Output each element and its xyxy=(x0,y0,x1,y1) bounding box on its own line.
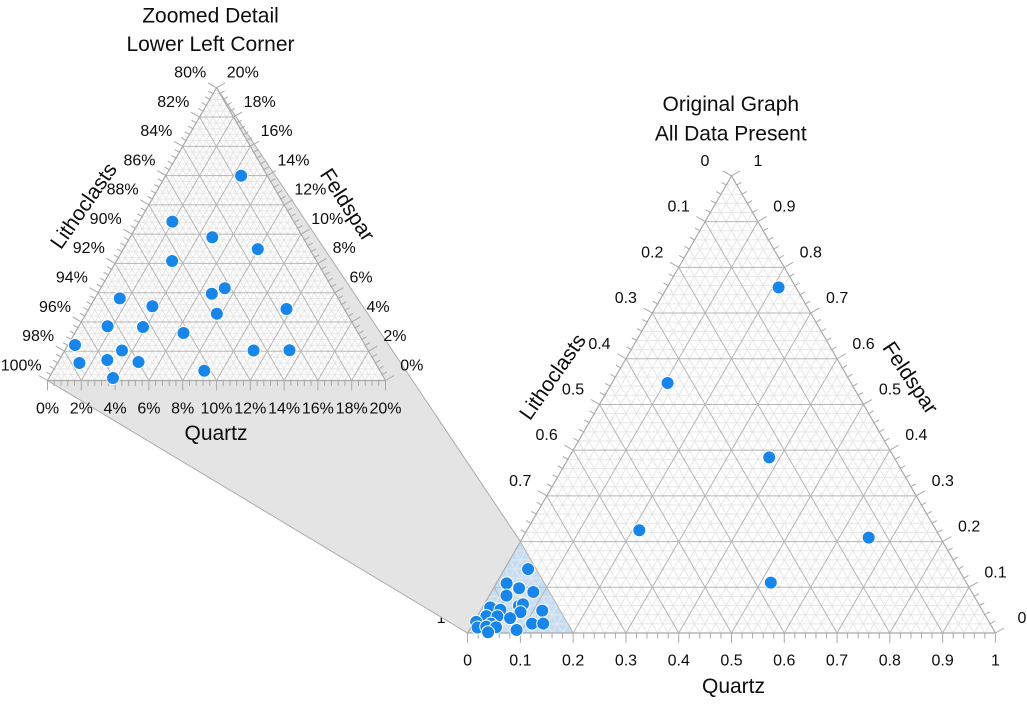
svg-text:All Data Present: All Data Present xyxy=(655,123,807,146)
svg-text:0.8: 0.8 xyxy=(879,653,901,670)
svg-text:2%: 2% xyxy=(70,401,93,418)
svg-text:0: 0 xyxy=(701,153,710,170)
svg-text:6%: 6% xyxy=(350,269,373,286)
svg-text:0.1: 0.1 xyxy=(509,653,531,670)
svg-text:0.6: 0.6 xyxy=(852,336,874,353)
svg-text:0.5: 0.5 xyxy=(879,381,901,398)
svg-text:0.8: 0.8 xyxy=(800,244,822,261)
svg-text:0.7: 0.7 xyxy=(509,473,531,490)
svg-text:80%: 80% xyxy=(174,65,206,82)
svg-text:0.9: 0.9 xyxy=(931,653,953,670)
svg-text:0%: 0% xyxy=(36,401,59,418)
svg-text:0.5: 0.5 xyxy=(562,381,584,398)
svg-text:0.4: 0.4 xyxy=(588,336,610,353)
svg-text:98%: 98% xyxy=(22,328,54,345)
svg-text:10%: 10% xyxy=(311,211,343,228)
svg-text:0.9: 0.9 xyxy=(773,199,795,216)
svg-text:0.7: 0.7 xyxy=(826,653,848,670)
svg-text:82%: 82% xyxy=(157,94,189,111)
svg-text:12%: 12% xyxy=(294,182,326,199)
svg-text:0.3: 0.3 xyxy=(615,653,637,670)
svg-text:0.3: 0.3 xyxy=(932,473,954,490)
svg-text:20%: 20% xyxy=(369,401,401,418)
svg-text:16%: 16% xyxy=(261,123,293,140)
svg-text:92%: 92% xyxy=(73,240,105,257)
svg-text:6%: 6% xyxy=(137,401,160,418)
svg-text:0.4: 0.4 xyxy=(905,427,927,444)
svg-text:1: 1 xyxy=(754,153,763,170)
svg-text:0.6: 0.6 xyxy=(536,427,558,444)
svg-text:86%: 86% xyxy=(123,152,155,169)
svg-text:0.3: 0.3 xyxy=(615,290,637,307)
svg-text:10%: 10% xyxy=(200,401,232,418)
svg-text:0: 0 xyxy=(463,653,472,670)
svg-text:0.1: 0.1 xyxy=(984,564,1006,581)
svg-text:12%: 12% xyxy=(234,401,266,418)
svg-text:20%: 20% xyxy=(227,65,259,82)
svg-text:94%: 94% xyxy=(56,269,88,286)
svg-text:96%: 96% xyxy=(39,299,71,316)
svg-text:84%: 84% xyxy=(140,123,172,140)
svg-text:0: 0 xyxy=(1017,610,1026,627)
svg-text:1: 1 xyxy=(437,610,446,627)
svg-text:0.4: 0.4 xyxy=(668,653,690,670)
svg-text:2%: 2% xyxy=(383,328,406,345)
svg-text:8%: 8% xyxy=(333,240,356,257)
svg-text:90%: 90% xyxy=(90,211,122,228)
svg-text:Quartz: Quartz xyxy=(184,422,247,445)
svg-text:8%: 8% xyxy=(171,401,194,418)
svg-text:0.2: 0.2 xyxy=(958,519,980,536)
svg-text:18%: 18% xyxy=(244,94,276,111)
svg-text:0.6: 0.6 xyxy=(773,653,795,670)
svg-text:88%: 88% xyxy=(107,182,139,199)
svg-text:Lower Left Corner: Lower Left Corner xyxy=(126,33,294,56)
svg-text:1: 1 xyxy=(991,653,1000,670)
svg-text:0.2: 0.2 xyxy=(562,653,584,670)
svg-text:0.1: 0.1 xyxy=(667,199,689,216)
svg-text:100%: 100% xyxy=(1,357,42,374)
svg-text:Original Graph: Original Graph xyxy=(663,93,800,116)
svg-text:0.7: 0.7 xyxy=(826,290,848,307)
svg-text:14%: 14% xyxy=(277,152,309,169)
svg-text:0.2: 0.2 xyxy=(641,244,663,261)
svg-text:Zoomed Detail: Zoomed Detail xyxy=(142,5,279,28)
svg-text:18%: 18% xyxy=(336,401,368,418)
svg-text:14%: 14% xyxy=(268,401,300,418)
svg-text:0.5: 0.5 xyxy=(720,653,742,670)
svg-text:4%: 4% xyxy=(104,401,127,418)
svg-text:0%: 0% xyxy=(400,357,423,374)
svg-text:Quartz: Quartz xyxy=(702,675,765,698)
svg-text:16%: 16% xyxy=(302,401,334,418)
svg-text:4%: 4% xyxy=(366,299,389,316)
